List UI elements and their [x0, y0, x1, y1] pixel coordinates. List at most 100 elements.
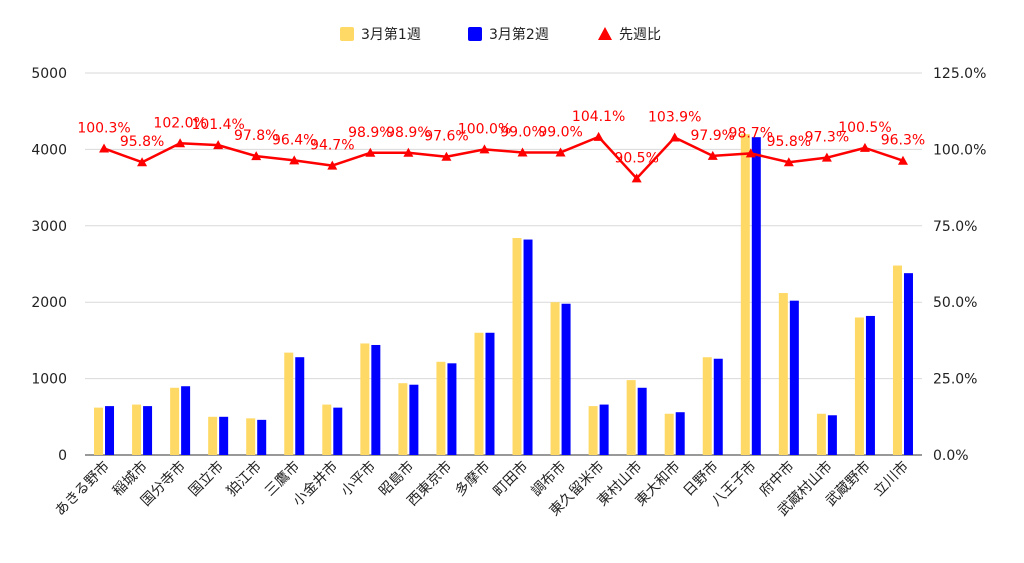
bar-week1: [360, 343, 370, 455]
bar-week2: [143, 406, 153, 455]
legend-item-week2[interactable]: 3月第2週: [468, 26, 549, 43]
ratio-point: [593, 131, 604, 141]
y-right-tick-label: 100.0%: [933, 142, 986, 158]
ratio-line: [99, 131, 908, 183]
ratio-data-label: 99.0%: [500, 124, 544, 140]
ratio-data-label: 95.8%: [767, 134, 811, 150]
ratio-data-label: 100.0%: [458, 121, 511, 137]
ratio-line-path: [103, 135, 904, 180]
bar-week1: [170, 387, 180, 455]
legend-label: 3月第2週: [489, 26, 549, 43]
bar-week1: [740, 134, 750, 455]
y-left-tick-label: 5000: [31, 66, 67, 82]
bar-week2: [599, 404, 609, 455]
ratio-point: [745, 148, 756, 158]
bar-week2: [105, 406, 115, 455]
ratio-data-label: 104.1%: [572, 109, 625, 125]
ratio-point: [441, 151, 452, 161]
legend-triangle-icon: [598, 27, 612, 40]
ratio-point: [213, 140, 224, 150]
ratio-point: [137, 157, 148, 167]
y-left-tick-label: 2000: [31, 295, 67, 311]
bar-week2: [409, 384, 419, 455]
ratio-point: [859, 142, 870, 152]
bar-week1: [322, 404, 332, 455]
bar-week1: [474, 332, 484, 455]
category-label: あきる野市: [52, 458, 113, 519]
ratio-data-label: 101.4%: [191, 117, 244, 133]
bar-week1: [588, 406, 598, 455]
bar-week1: [132, 404, 142, 455]
category-label: 小平市: [337, 458, 379, 500]
ratio-data-label: 100.3%: [77, 120, 130, 136]
bar-week2: [219, 416, 229, 455]
bar-week1: [778, 293, 788, 455]
bar-week2: [447, 363, 457, 455]
ratio-point: [99, 143, 110, 153]
bar-week2: [789, 300, 799, 455]
bar-week2: [903, 273, 913, 455]
bar-week2: [751, 137, 761, 455]
y-right-tick-label: 0.0%: [933, 448, 969, 464]
bar-week2: [485, 332, 495, 455]
ratio-point: [669, 132, 680, 142]
bar-week1: [246, 418, 256, 455]
bar-week2: [713, 358, 723, 455]
ratio-point: [479, 144, 490, 154]
bar-week1: [398, 383, 408, 455]
legend-item-ratio[interactable]: 先週比: [598, 27, 661, 43]
bar-week2: [523, 239, 533, 455]
y-left-tick-label: 3000: [31, 219, 67, 235]
y-left-tick-label: 1000: [31, 372, 67, 388]
legend-label: 先週比: [619, 27, 661, 43]
ratio-data-label: 97.3%: [805, 130, 849, 146]
category-label: 町田市: [490, 458, 532, 500]
ratio-point: [517, 147, 528, 157]
category-label: 立川市: [870, 458, 912, 500]
bar-week2: [295, 357, 305, 455]
bar-week1: [892, 265, 902, 455]
ratio-data-label: 97.8%: [234, 128, 278, 144]
ratio-point: [631, 173, 642, 183]
legend-item-week1[interactable]: 3月第1週: [340, 26, 421, 43]
bar-week1: [816, 413, 826, 455]
bar-week2: [865, 315, 875, 455]
y-left-tick-label: 0: [58, 448, 67, 464]
legend[interactable]: 3月第1週 3月第2週 先週比: [340, 26, 661, 43]
ratio-data-label: 90.5%: [614, 150, 658, 166]
ratio-point: [327, 160, 338, 170]
bar-week1: [284, 352, 294, 455]
ratio-data-label: 103.9%: [648, 109, 701, 125]
ratio-data-label: 98.7%: [729, 125, 773, 141]
ratio-data-label: 98.9%: [348, 125, 392, 141]
ratio-data-label: 95.8%: [120, 134, 164, 150]
y-left-tick-label: 4000: [31, 142, 67, 158]
ratio-point: [897, 155, 908, 165]
bar-week2: [675, 412, 685, 455]
ratio-data-label: 97.6%: [424, 129, 468, 145]
bar-week2: [333, 407, 343, 455]
legend-swatch: [468, 27, 482, 41]
bar-week1: [854, 317, 864, 455]
ratio-point: [555, 147, 566, 157]
bar-week2: [181, 386, 191, 455]
ratio-data-label: 96.3%: [881, 133, 925, 149]
ratio-data-label: 102.0%: [153, 115, 206, 131]
bars: [94, 134, 913, 455]
bar-week2: [371, 344, 381, 455]
bar-week1: [208, 416, 218, 455]
bar-week1: [94, 407, 104, 455]
y-right-tick-label: 75.0%: [933, 219, 977, 235]
bar-week2: [827, 415, 837, 455]
ratio-data-label: 97.9%: [691, 128, 735, 144]
data-labels: 100.3%95.8%102.0%101.4%97.8%96.4%94.7%98…: [77, 109, 925, 167]
ratio-point: [251, 151, 262, 161]
y-right-tick-label: 125.0%: [933, 66, 986, 82]
ratio-point: [365, 147, 376, 157]
bar-week1: [664, 413, 674, 455]
bar-week1: [626, 380, 636, 455]
legend-swatch: [340, 27, 354, 41]
ratio-point: [175, 138, 186, 148]
